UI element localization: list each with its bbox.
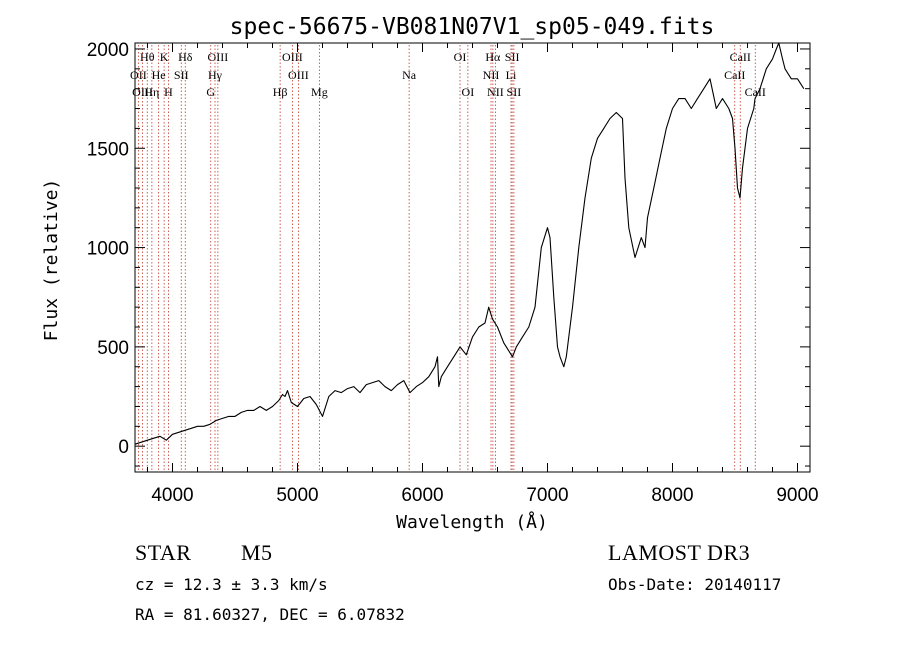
spectral-line-label: OI: [462, 85, 475, 99]
axes: 4000 5000 6000 7000 8000 9000 0 500 1000 1500 2000: [87, 40, 819, 506]
x-tick-label: 7000: [526, 485, 568, 506]
spectral-line-label: Hδ: [178, 50, 193, 64]
spectrum-series: [134, 42, 805, 445]
redshift-cz: cz = 12.3 ± 3.3 km/s: [135, 575, 328, 594]
observation-date: Obs-Date: 20140117: [608, 575, 782, 594]
spectral-line-label: OIII: [288, 68, 309, 82]
spectral-line-label: H: [164, 85, 173, 99]
spectral-line-label: Hγ: [208, 68, 223, 82]
y-tick-label: 0: [118, 437, 129, 458]
survey-name: LAMOST DR3: [608, 540, 751, 565]
x-axis-label: Wavelength (Å): [396, 511, 548, 533]
spectral-line-label: Hα: [485, 50, 501, 64]
y-tick-label: 1500: [87, 139, 129, 160]
spectral-line-label: Hθ: [140, 50, 155, 64]
spectral-line-label: Li: [506, 68, 517, 82]
y-tick-label: 1000: [87, 239, 129, 260]
spectral-line-label: CaII: [724, 68, 745, 82]
spectral-line-label: SII: [505, 50, 520, 64]
object-class: STAR: [135, 540, 192, 565]
spectral-line-label: K: [160, 50, 169, 64]
spectral-line-label: NII: [483, 68, 500, 82]
x-tick-label: 8000: [651, 485, 693, 506]
spectral-line-label: G: [206, 85, 215, 99]
spectrum-line: [134, 42, 805, 445]
y-axis-label: Flux (relative): [41, 179, 62, 342]
spectral-line-label: SII: [174, 68, 189, 82]
spectral-line-label: Mg: [311, 85, 328, 99]
x-tick-label: 9000: [776, 485, 818, 506]
spectral-line-label: SII: [507, 85, 522, 99]
spectral-line-label: CaII: [730, 50, 751, 64]
y-tick-label: 500: [97, 338, 129, 359]
coordinates: RA = 81.60327, DEC = 6.07832: [135, 605, 405, 624]
y-tick-label: 2000: [87, 40, 129, 61]
spectral-line-label: NII: [487, 85, 504, 99]
x-tick-label: 4000: [151, 485, 193, 506]
spectral-line-label: OIII: [282, 50, 303, 64]
chart-title: spec-56675-VB081N07V1_sp05-049.fits: [230, 14, 715, 40]
spectral-line-label: OI: [454, 50, 467, 64]
spectral-line-label: OII: [130, 68, 147, 82]
object-subclass: M5: [241, 540, 273, 565]
x-tick-label: 6000: [401, 485, 443, 506]
spectral-line-label: OIII: [208, 50, 229, 64]
spectral-line-markers: Hθ K Hδ OIII OIII OI Hα SII CaII OII He SII Hγ OIII Na…: [130, 45, 766, 472]
spectral-line-label: Hη: [144, 85, 159, 99]
plot-frame: [134, 42, 811, 473]
spectral-line-label: Hβ: [273, 85, 288, 99]
x-tick-label: 5000: [276, 485, 318, 506]
spectral-line-label: He: [152, 68, 166, 82]
spectral-line-label: Na: [402, 68, 417, 82]
